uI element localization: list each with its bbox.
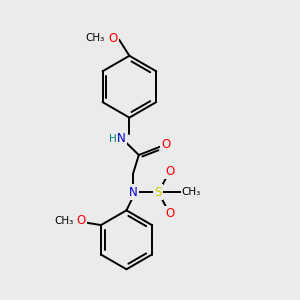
Text: O: O (108, 32, 117, 45)
Text: O: O (165, 207, 174, 220)
Text: O: O (76, 214, 86, 227)
Text: CH₃: CH₃ (182, 188, 201, 197)
Text: CH₃: CH₃ (85, 33, 105, 43)
Text: H: H (109, 134, 117, 144)
Text: N: N (128, 186, 137, 199)
Text: N: N (117, 132, 125, 145)
Text: S: S (154, 186, 162, 199)
Text: O: O (165, 165, 174, 178)
Text: CH₃: CH₃ (54, 216, 73, 226)
Text: O: O (161, 138, 170, 151)
